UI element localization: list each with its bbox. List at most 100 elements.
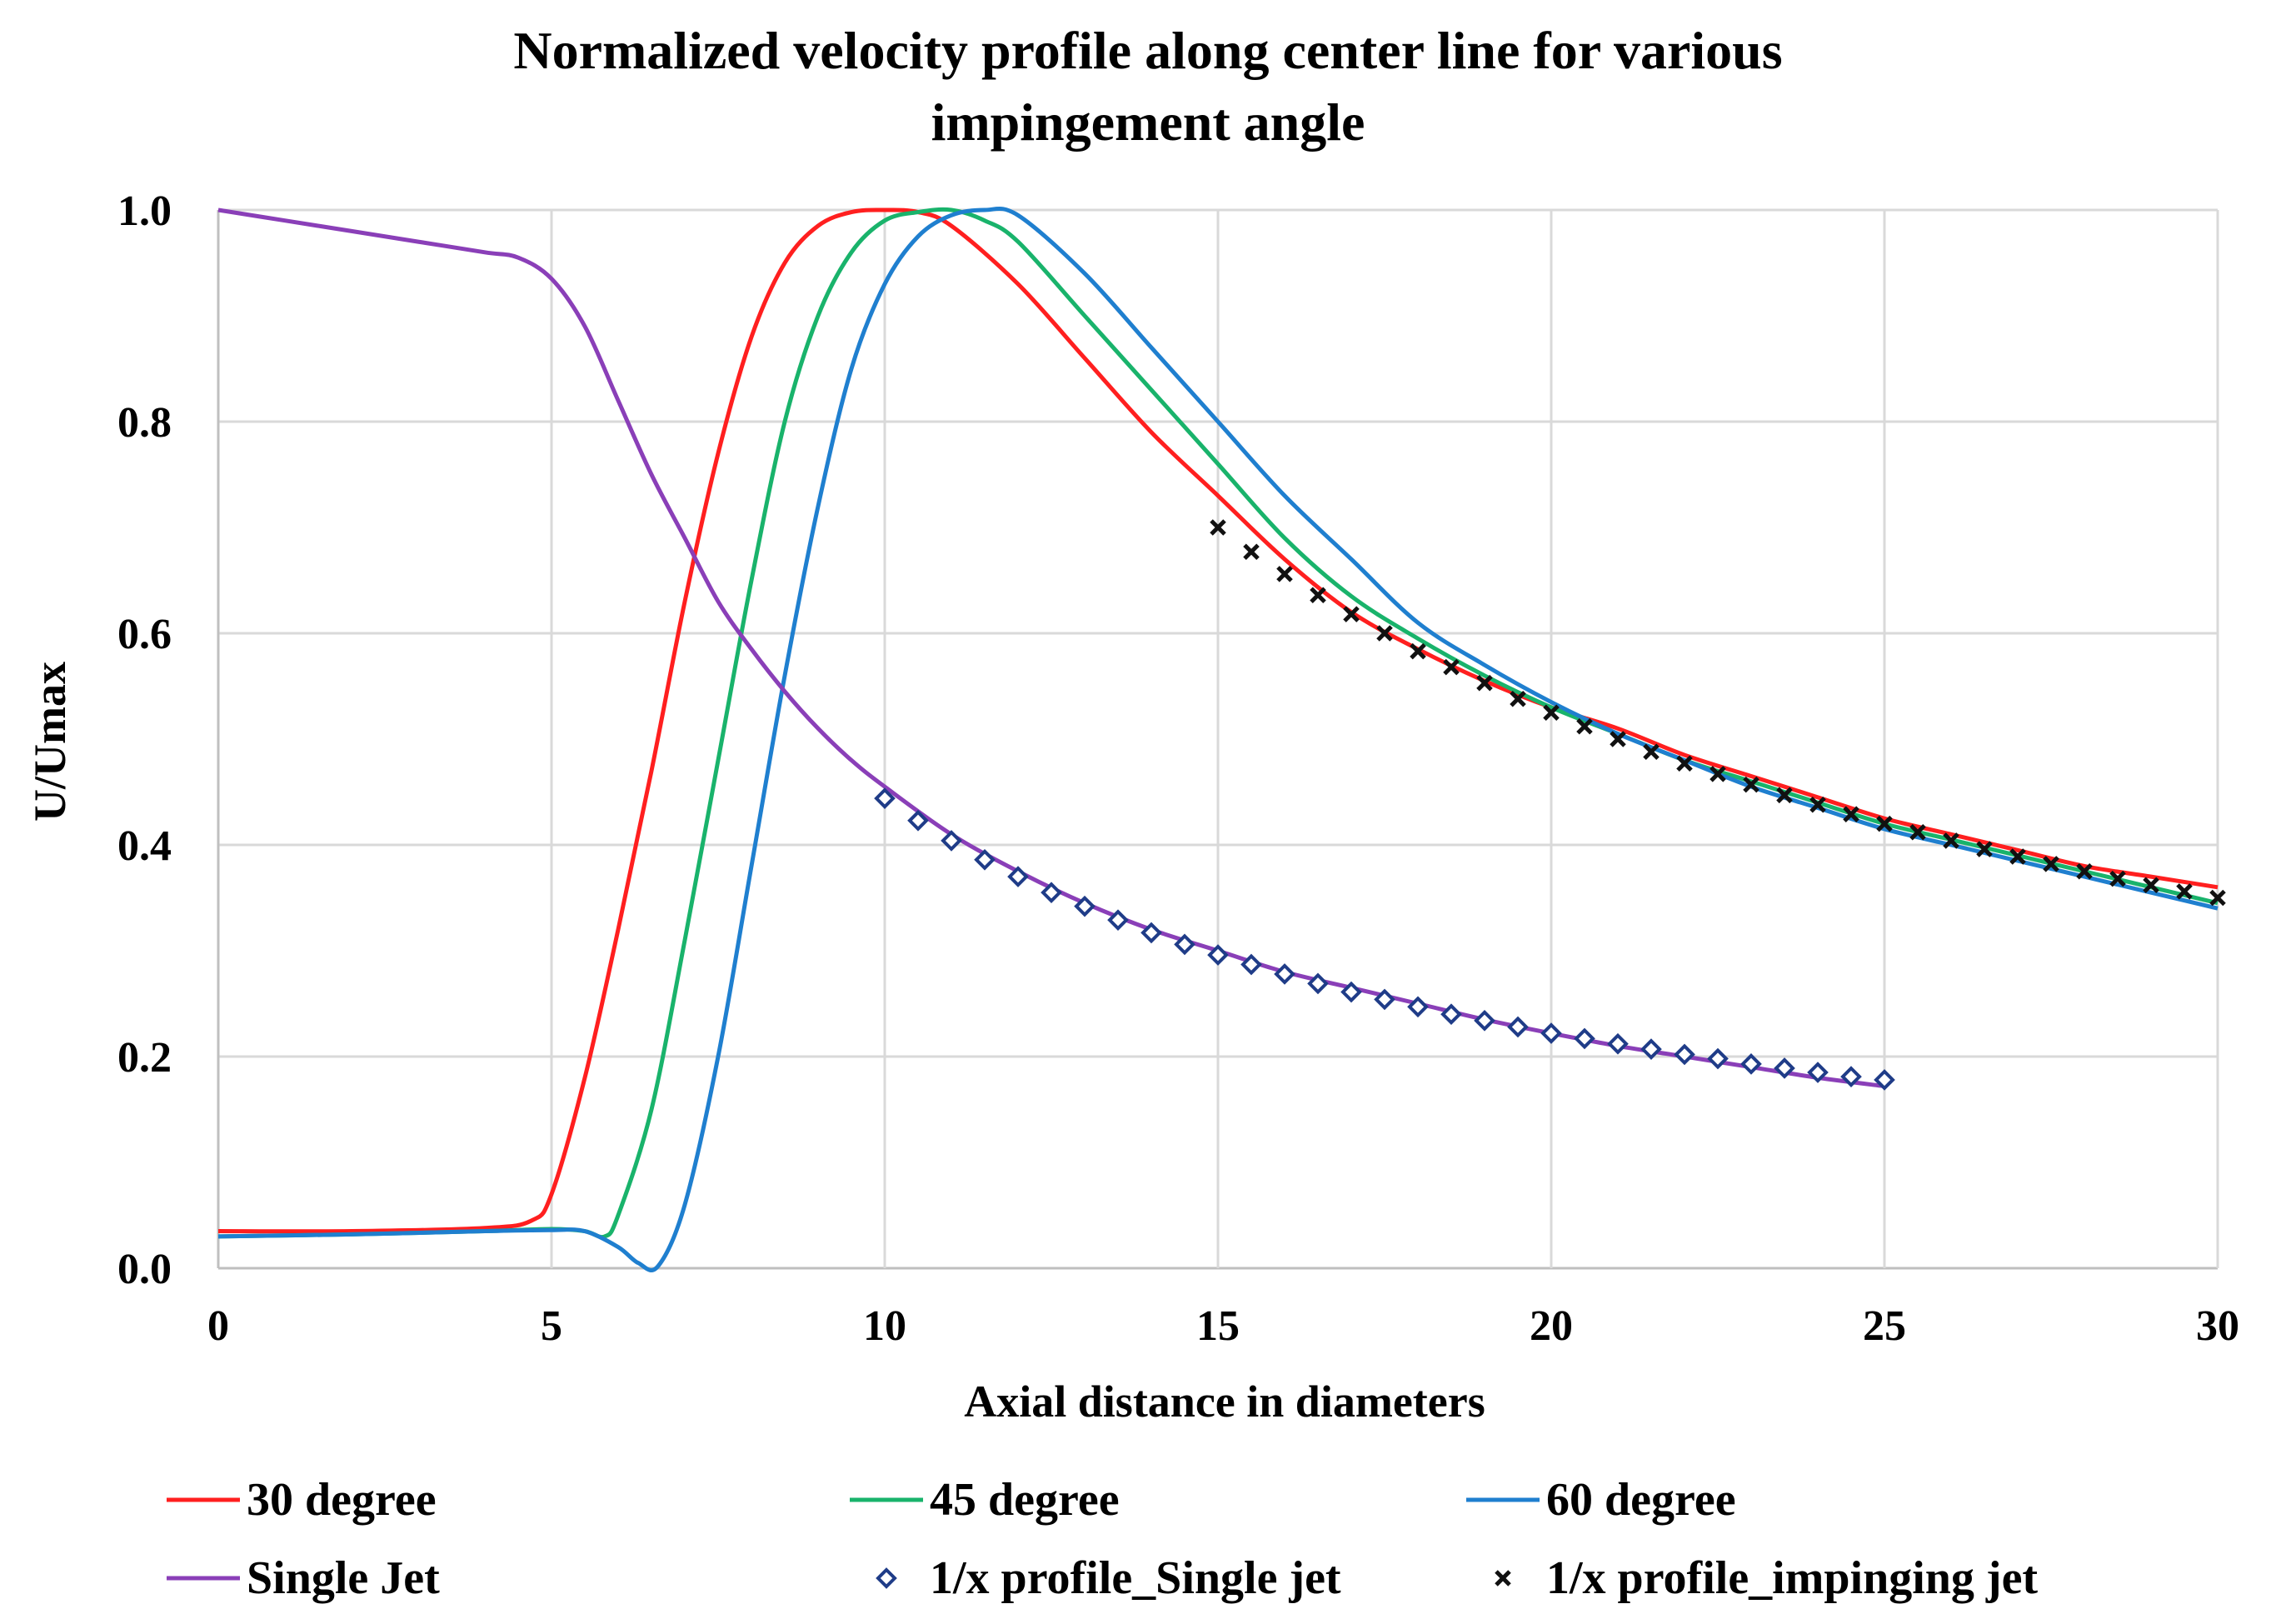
legend-label: 1/x profile_impinging jet (1546, 1552, 2038, 1604)
data-point (1240, 953, 1262, 976)
x-tick-label: 30 (2196, 1302, 2239, 1350)
data-point (1574, 1027, 1595, 1050)
series-2 (217, 206, 2219, 1272)
legend-item: 1/x profile_Single jet (876, 1552, 1341, 1604)
data-point (1774, 1057, 1795, 1079)
data-point (1743, 776, 1759, 793)
tick-labels: 0 5 10 15 20 25 30 0.0 0.2 0.4 0.6 0.8 1.0 (117, 187, 2239, 1350)
data-point (1674, 1043, 1695, 1066)
y-tick-label: 0.4 (117, 822, 172, 870)
data-point (1874, 1069, 1895, 1091)
data-point (1610, 731, 1626, 747)
data-point (1607, 1032, 1629, 1055)
data-point (1207, 944, 1229, 966)
series-0 (217, 207, 2219, 1234)
x-tick-label: 5 (541, 1302, 562, 1350)
data-point (1374, 988, 1395, 1011)
data-point (1976, 841, 1993, 857)
x-tick-label: 25 (1863, 1302, 1906, 1350)
data-point (1707, 1047, 1729, 1070)
data-point (941, 830, 962, 852)
data-point (1041, 882, 1062, 903)
data-point (1276, 566, 1293, 582)
legend: 30 degree 45 degree 60 degree Single Jet 1/x… (167, 1474, 2038, 1604)
series-4 (874, 787, 1895, 1091)
data-point (1540, 1022, 1562, 1044)
x-tick-label: 0 (207, 1302, 229, 1350)
data-point (1007, 866, 1029, 887)
data-point (2076, 862, 2093, 880)
series-3 (217, 207, 1885, 1089)
legend-label: 45 degree (930, 1474, 1120, 1526)
data-point (1776, 787, 1793, 804)
data-point (2109, 870, 2126, 887)
data-point (1340, 981, 1362, 1003)
legend-swatch (1495, 1570, 1511, 1587)
data-point (1807, 1062, 1829, 1083)
data-point (1710, 766, 1726, 782)
data-point (1274, 963, 1295, 985)
data-point (1410, 642, 1426, 660)
series-line (217, 207, 2219, 1240)
series-line (217, 207, 1885, 1089)
data-point (1909, 823, 1926, 841)
data-point (1476, 674, 1493, 692)
data-point (1443, 658, 1460, 676)
data-point (1310, 587, 1326, 604)
data-point (1843, 806, 1859, 822)
data-point (1543, 704, 1560, 722)
data-point (1343, 606, 1360, 622)
x-tick-label: 10 (863, 1302, 906, 1350)
chart-title-line-2: impingement angle (931, 92, 1365, 152)
data-point (1740, 1053, 1762, 1075)
data-point (1640, 1038, 1662, 1060)
series-5 (1210, 519, 2226, 907)
data-point (1643, 743, 1660, 761)
legend-label: Single Jet (247, 1552, 440, 1604)
data-point (2043, 856, 2059, 872)
series-1 (217, 207, 2219, 1240)
data-point (974, 848, 996, 871)
data-point (1809, 796, 1826, 813)
data-point (1576, 717, 1593, 735)
data-point (2009, 848, 2026, 865)
y-tick-label: 0.6 (117, 611, 172, 658)
data-point (1876, 815, 1893, 832)
x-axis-label: Axial distance in diameters (964, 1377, 1485, 1427)
y-tick-label: 0.0 (117, 1246, 172, 1293)
legend-item: 1/x profile_impinging jet (1495, 1552, 2038, 1604)
data-point (907, 809, 929, 832)
data-point (1474, 1009, 1495, 1032)
legend-item: 30 degree (167, 1474, 437, 1526)
data-point (1174, 933, 1195, 956)
data-point (1840, 1066, 1862, 1087)
legend-item: 45 degree (850, 1474, 1120, 1526)
data-point (1943, 832, 1959, 849)
data-point (1243, 543, 1260, 560)
x-tick-label: 15 (1196, 1302, 1240, 1350)
legend-label: 60 degree (1546, 1474, 1736, 1526)
data-point (1507, 1016, 1529, 1038)
x-tick-label: 20 (1530, 1302, 1573, 1350)
y-axis-label: U/Umax (25, 662, 75, 822)
data-point (2176, 883, 2193, 900)
data-point (1307, 972, 1329, 995)
legend-label: 1/x profile_Single jet (930, 1552, 1341, 1604)
data-point (1510, 690, 1526, 707)
data-point (2209, 889, 2226, 907)
legend-label: 30 degree (247, 1474, 437, 1526)
data-point (1676, 755, 1693, 772)
legend-swatch (876, 1567, 897, 1589)
legend-item: 60 degree (1466, 1474, 1736, 1526)
data-point (1407, 996, 1429, 1018)
data-point (2143, 877, 2159, 894)
data-point (874, 787, 896, 809)
y-tick-label: 1.0 (117, 187, 172, 235)
data-point (1107, 909, 1129, 931)
series-line (217, 207, 2219, 1234)
legend-item: Single Jet (167, 1552, 440, 1604)
data-point (1210, 519, 1226, 536)
gridlines (217, 208, 2219, 1270)
